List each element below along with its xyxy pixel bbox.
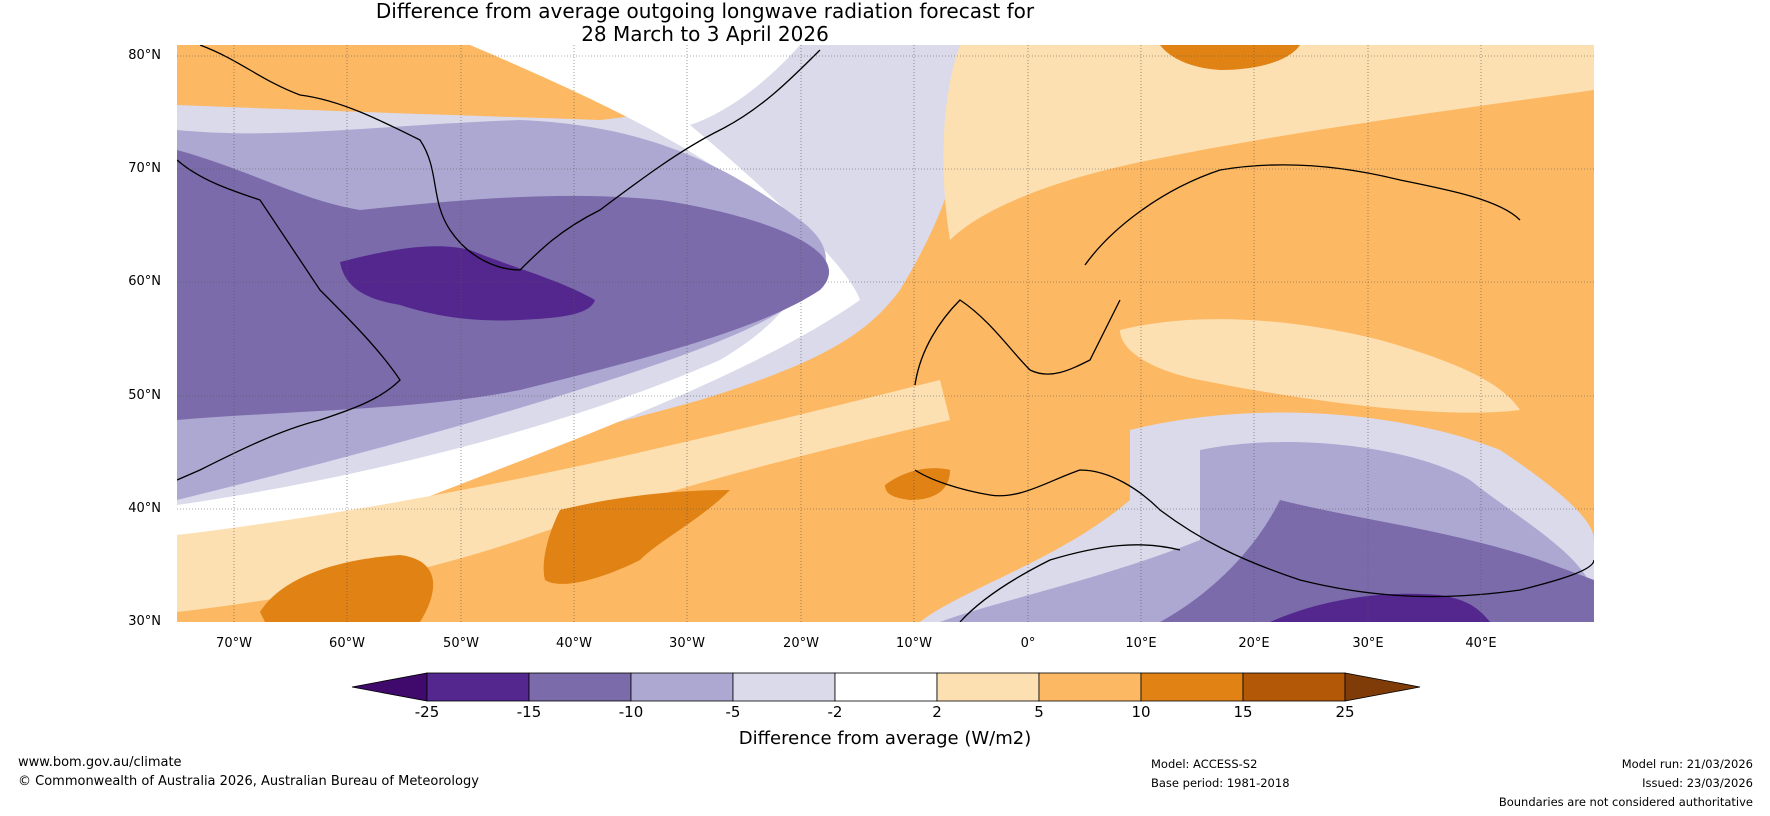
region-pos-strong-2 [260, 555, 434, 622]
region-pos-strong-3 [885, 468, 950, 500]
colorbar-tick: 5 [1034, 703, 1044, 721]
model-run-text: Model run: 21/03/2026 [1621, 757, 1753, 771]
lat-label: 70°N [128, 161, 161, 176]
colorbar-tick: -5 [725, 703, 741, 721]
lon-label: 20°E [1238, 636, 1270, 651]
colorbar-segment [1242, 672, 1346, 702]
lon-label: 60°W [329, 636, 365, 651]
lon-label: 30°W [669, 636, 705, 651]
colorbar-segment [426, 672, 530, 702]
region-med-strong-negative [1160, 500, 1594, 622]
colorbar-label: Difference from average (W/m2) [738, 728, 1032, 749]
colorbar-tick: 15 [1233, 703, 1253, 721]
region-pos-light-2 [1120, 319, 1520, 413]
lat-label: 30°N [128, 614, 161, 629]
title-line-1: Difference from average outgoing longwav… [375, 0, 1035, 23]
website-text: www.bom.gov.au/climate [18, 755, 182, 770]
colorbar-segment [834, 672, 938, 702]
lon-label: 50°W [443, 636, 479, 651]
disclaimer-text: Boundaries are not considered authoritat… [1498, 795, 1753, 809]
colorbar-tick: -2 [827, 703, 843, 721]
copyright-text: © Commonwealth of Australia 2026, Austra… [18, 774, 479, 789]
colorbar-segment [630, 672, 734, 702]
map-field [177, 45, 1594, 622]
title-line-2: 28 March to 3 April 2026 [581, 22, 829, 46]
base-period-text: Base period: 1981-2018 [1151, 776, 1290, 790]
colorbar [351, 672, 1421, 702]
lat-label: 60°N [128, 274, 161, 289]
colorbar-extend-low [351, 672, 428, 702]
colorbar-tick: -10 [618, 703, 644, 721]
lon-label: 20°W [783, 636, 819, 651]
region-med-very-strong-negative [1270, 593, 1490, 622]
region-very-strong-negative [340, 246, 595, 321]
lat-label: 80°N [128, 48, 161, 63]
lon-label: 70°W [216, 636, 252, 651]
colorbar-tick: -15 [516, 703, 542, 721]
colorbar-tick: -25 [414, 703, 440, 721]
colorbar-tick: 10 [1131, 703, 1151, 721]
region-pos-light-3 [177, 380, 950, 612]
map-title: Difference from average outgoing longwav… [0, 0, 1410, 46]
region-pos-strong-4 [1160, 45, 1300, 70]
lat-label: 40°N [128, 501, 161, 516]
lat-label: 50°N [128, 388, 161, 403]
lon-label: 40°W [556, 636, 592, 651]
colorbar-segment [732, 672, 836, 702]
lon-label: 10°W [896, 636, 932, 651]
lon-label: 40°E [1465, 636, 1497, 651]
region-pos-strong-1 [543, 490, 730, 584]
colorbar-segment [1140, 672, 1244, 702]
region-neutral-band [177, 45, 860, 535]
coastlines [177, 45, 1594, 622]
colorbar-tick: 2 [932, 703, 942, 721]
colorbar-segment [528, 672, 632, 702]
lon-label: 10°E [1125, 636, 1157, 651]
gridlines [177, 45, 1594, 622]
lon-label: 0° [1020, 636, 1036, 651]
issued-text: Issued: 23/03/2026 [1642, 776, 1753, 790]
colorbar-segment [936, 672, 1040, 702]
colorbar-tick: 25 [1335, 703, 1355, 721]
colorbar-extend-high [1344, 672, 1421, 702]
lon-label: 30°E [1352, 636, 1384, 651]
region-pos-light-1 [943, 45, 1594, 240]
colorbar-segment [1038, 672, 1142, 702]
model-text: Model: ACCESS-S2 [1151, 757, 1258, 771]
